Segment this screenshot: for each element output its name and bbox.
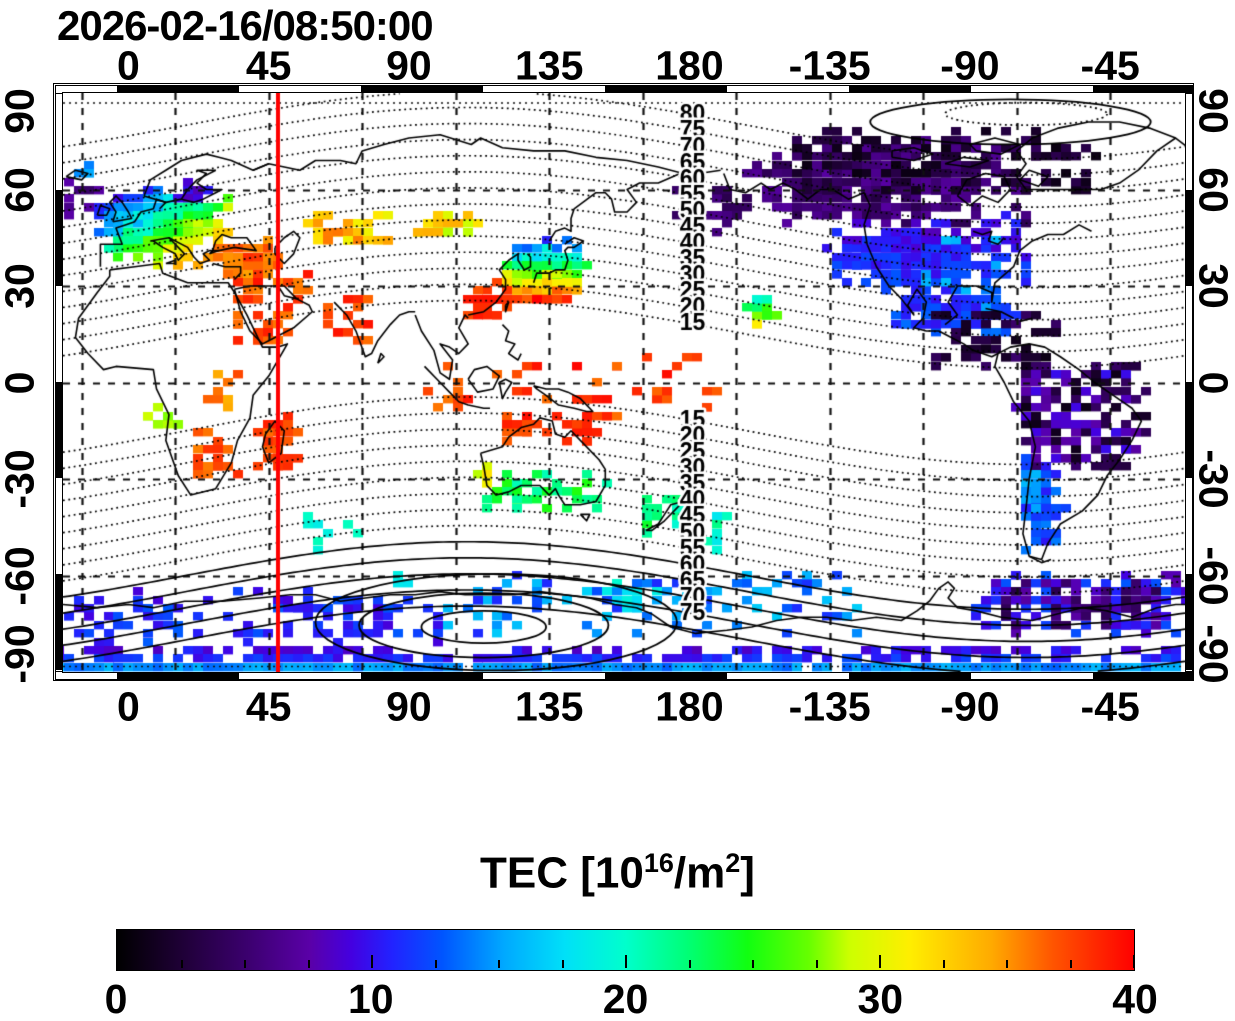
right-axis-tick-label: -30 bbox=[1190, 449, 1235, 509]
right-axis-tick-label: -60 bbox=[1190, 545, 1235, 606]
colorbar-title: TEC [1016/m2] bbox=[0, 848, 1235, 899]
left-axis-tick-label: -60 bbox=[0, 545, 43, 606]
left-axis-tick-label: -30 bbox=[0, 449, 43, 509]
top-axis-tick-label: -90 bbox=[940, 42, 1000, 89]
colorbar-tick bbox=[1069, 960, 1072, 968]
left-axis-tick-label: 30 bbox=[0, 263, 43, 309]
top-axis-tick-label: 180 bbox=[655, 42, 724, 89]
map-frame-outline bbox=[53, 83, 1194, 681]
left-axis-tick-label: 60 bbox=[0, 166, 43, 213]
right-axis-tick-label: 60 bbox=[1190, 166, 1235, 213]
top-axis-tick-label: 45 bbox=[245, 42, 292, 89]
timestamp-title: 2026-02-16/08:50:00 bbox=[57, 2, 434, 49]
colorbar-title-mid: /m bbox=[673, 848, 726, 898]
colorbar-tick-label: 30 bbox=[857, 976, 904, 1021]
colorbar-tick bbox=[1006, 960, 1008, 968]
colorbar-tick bbox=[244, 960, 246, 968]
colorbar-tick bbox=[752, 960, 754, 968]
colorbar-tick bbox=[625, 955, 627, 968]
colorbar-tick bbox=[815, 960, 818, 968]
colorbar-tick bbox=[688, 960, 691, 968]
colorbar-tick bbox=[307, 960, 310, 968]
right-axis-tick-label: 90 bbox=[1190, 88, 1235, 134]
colorbar-tick-label: 10 bbox=[347, 976, 394, 1021]
colorbar-title-post: ] bbox=[740, 848, 755, 898]
colorbar-tick bbox=[561, 960, 564, 968]
colorbar-tick bbox=[434, 960, 437, 968]
top-axis-tick-label: -135 bbox=[788, 42, 871, 89]
bottom-axis-tick-label: -135 bbox=[788, 683, 871, 730]
colorbar-tick bbox=[1133, 955, 1135, 968]
colorbar-tick bbox=[879, 955, 881, 968]
colorbar-tick-label: 20 bbox=[602, 976, 649, 1021]
colorbar-title-exponent: 16 bbox=[643, 848, 674, 878]
top-axis-tick-label: 135 bbox=[514, 42, 584, 89]
colorbar-tick bbox=[180, 960, 183, 968]
left-axis-tick-label: -90 bbox=[0, 624, 43, 684]
colorbar-title-exponent2: 2 bbox=[725, 848, 741, 878]
bottom-axis-tick-label: -90 bbox=[940, 683, 1000, 730]
right-axis-tick-label: -90 bbox=[1190, 624, 1235, 684]
bottom-axis-tick-label: 90 bbox=[386, 683, 432, 730]
colorbar-tick bbox=[498, 960, 500, 968]
left-axis-tick-label: 90 bbox=[0, 88, 43, 134]
colorbar-tick bbox=[371, 955, 373, 968]
left-axis-tick-label: 0 bbox=[0, 371, 43, 394]
top-axis-tick-label: 90 bbox=[386, 42, 432, 89]
bottom-axis-tick-label: 135 bbox=[514, 683, 584, 730]
bottom-axis-tick-label: 180 bbox=[655, 683, 724, 730]
colorbar-tick bbox=[117, 955, 119, 968]
right-axis-tick-label: 30 bbox=[1190, 263, 1235, 309]
bottom-axis-tick-label: 0 bbox=[117, 683, 140, 730]
world-tec-map-canvas bbox=[62, 92, 1186, 673]
bottom-axis-tick-label: 45 bbox=[245, 683, 292, 730]
map-border-bottom bbox=[55, 671, 1193, 680]
right-axis-tick-label: 0 bbox=[1190, 371, 1235, 394]
top-axis-tick-label: 0 bbox=[117, 42, 140, 89]
colorbar-tick bbox=[942, 960, 945, 968]
colorbar-tick-label: 40 bbox=[1112, 976, 1158, 1021]
top-axis-tick-label: -45 bbox=[1080, 42, 1140, 89]
colorbar-tick-label: 0 bbox=[104, 976, 128, 1021]
colorbar-title-pre: TEC [10 bbox=[480, 848, 644, 898]
bottom-axis-tick-label: -45 bbox=[1080, 683, 1140, 730]
